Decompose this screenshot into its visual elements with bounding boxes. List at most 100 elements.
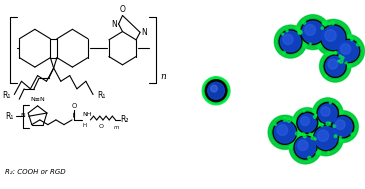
Text: R₁: R₁ (97, 91, 106, 100)
Circle shape (334, 135, 337, 138)
Circle shape (331, 21, 334, 25)
Circle shape (274, 122, 296, 143)
Circle shape (335, 120, 345, 130)
Circle shape (311, 136, 314, 139)
Circle shape (211, 85, 217, 92)
Circle shape (314, 138, 316, 140)
Circle shape (286, 29, 288, 32)
Circle shape (339, 59, 343, 63)
Circle shape (303, 135, 306, 138)
Circle shape (296, 15, 330, 49)
Circle shape (203, 78, 229, 104)
Circle shape (315, 127, 337, 149)
Circle shape (294, 136, 317, 159)
Circle shape (329, 102, 331, 104)
Text: m: m (114, 125, 119, 130)
Circle shape (309, 133, 311, 135)
Circle shape (310, 43, 311, 45)
Circle shape (322, 26, 345, 50)
Circle shape (337, 40, 360, 63)
Circle shape (280, 31, 301, 52)
Text: O: O (99, 124, 104, 129)
Circle shape (293, 108, 322, 138)
Circle shape (303, 110, 305, 112)
Circle shape (301, 116, 310, 125)
Text: R₂: COOH or RGD: R₂: COOH or RGD (5, 169, 66, 175)
Circle shape (316, 151, 319, 155)
Circle shape (309, 121, 343, 155)
Text: N≡N: N≡N (30, 97, 45, 102)
Circle shape (303, 21, 306, 24)
Circle shape (273, 120, 297, 144)
Circle shape (297, 112, 318, 133)
Circle shape (324, 55, 346, 77)
Circle shape (298, 140, 308, 150)
Circle shape (287, 119, 291, 122)
Circle shape (320, 123, 323, 126)
Circle shape (326, 122, 330, 126)
Circle shape (277, 125, 288, 136)
Circle shape (328, 23, 330, 25)
Circle shape (341, 44, 351, 54)
Text: O: O (120, 5, 126, 14)
Circle shape (314, 115, 316, 118)
Text: R₂: R₂ (120, 115, 129, 124)
Circle shape (337, 103, 338, 105)
Circle shape (333, 125, 336, 127)
Circle shape (295, 137, 316, 158)
Circle shape (332, 115, 354, 138)
Circle shape (322, 22, 325, 25)
Circle shape (302, 133, 305, 136)
Circle shape (328, 152, 330, 153)
Circle shape (298, 114, 316, 132)
Circle shape (325, 30, 336, 41)
Text: N: N (111, 19, 117, 29)
Circle shape (316, 20, 351, 56)
Circle shape (301, 20, 325, 44)
Circle shape (320, 51, 350, 82)
Text: N: N (20, 113, 25, 118)
Text: N: N (142, 28, 147, 37)
Circle shape (325, 75, 327, 77)
Circle shape (318, 104, 337, 123)
Circle shape (289, 131, 321, 163)
Circle shape (333, 35, 364, 67)
Circle shape (282, 33, 284, 35)
Circle shape (208, 82, 224, 99)
Circle shape (327, 111, 358, 142)
Circle shape (314, 125, 338, 150)
Circle shape (320, 25, 346, 51)
Circle shape (338, 41, 358, 61)
Text: R₁: R₁ (2, 91, 11, 100)
Circle shape (318, 130, 329, 141)
Circle shape (279, 30, 302, 53)
Circle shape (321, 107, 330, 116)
Circle shape (333, 117, 352, 136)
Circle shape (283, 34, 293, 45)
Circle shape (351, 39, 353, 41)
Circle shape (298, 31, 301, 34)
Circle shape (283, 51, 285, 54)
Circle shape (326, 56, 345, 76)
Circle shape (296, 132, 299, 135)
Circle shape (305, 24, 316, 35)
Circle shape (274, 124, 276, 125)
Circle shape (308, 156, 311, 160)
Circle shape (269, 116, 301, 149)
Circle shape (329, 122, 331, 124)
Circle shape (283, 118, 287, 121)
Circle shape (275, 26, 306, 58)
Text: O: O (72, 103, 77, 108)
Circle shape (302, 21, 324, 43)
Circle shape (339, 136, 341, 138)
Circle shape (342, 57, 344, 59)
Circle shape (345, 62, 347, 64)
Circle shape (298, 30, 302, 34)
Circle shape (339, 55, 342, 57)
Circle shape (321, 27, 323, 29)
Circle shape (315, 114, 317, 116)
Circle shape (335, 51, 337, 54)
Text: R₁: R₁ (5, 112, 14, 121)
Text: n: n (160, 72, 166, 81)
Text: NH: NH (83, 112, 92, 117)
